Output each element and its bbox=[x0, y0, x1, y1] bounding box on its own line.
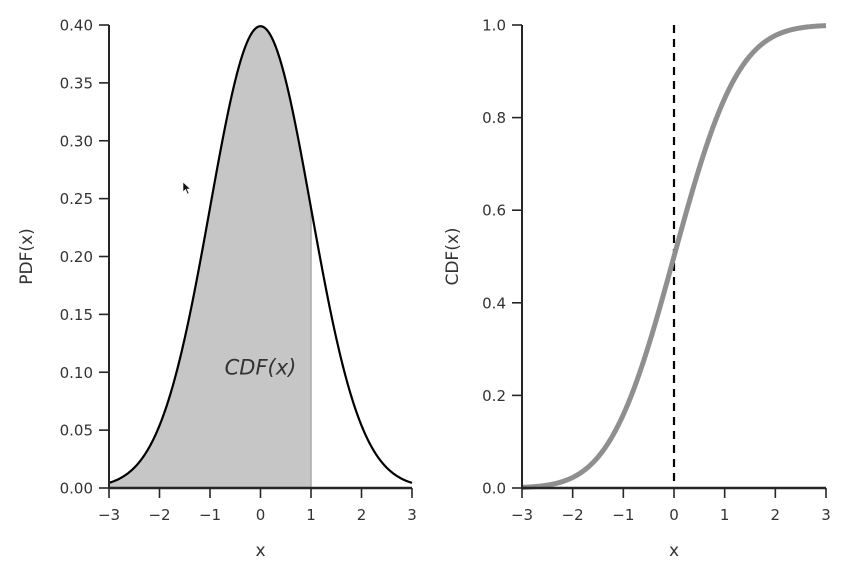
cdf-x-tick-label: −3 bbox=[511, 506, 533, 524]
cdf-y-tick-label: 0.6 bbox=[482, 202, 506, 220]
cdf-axes: −3 −2 −1 0 1 2 3 0.0 0.2 0.4 0.6 0.8 1.0 bbox=[482, 17, 831, 525]
cdf-y-tick-label: 0.0 bbox=[482, 480, 506, 498]
pdf-y-axis-label: PDF(x) bbox=[17, 228, 37, 284]
cdf-x-tick-label: −2 bbox=[562, 506, 584, 524]
pdf-x-tick-label: −3 bbox=[98, 506, 120, 524]
cdf-x-tick-label: 3 bbox=[821, 506, 831, 524]
cdf-x-tick-label: 0 bbox=[669, 506, 679, 524]
pdf-axes: −3 −2 −1 0 1 2 3 0.00 0.05 0.10 0.15 0.20 0.25 0.30 0.… bbox=[60, 17, 417, 525]
pdf-y-tick-label: 0.35 bbox=[60, 74, 93, 92]
pdf-x-tick-label: 2 bbox=[357, 506, 367, 524]
cdf-y-axis-label: CDF(x) bbox=[443, 227, 463, 285]
cdf-y-tick-label: 0.2 bbox=[482, 387, 506, 405]
pdf-x-tick-label: 3 bbox=[407, 506, 417, 524]
pdf-x-axis-label: x bbox=[255, 541, 265, 561]
pdf-x-tick-label: 1 bbox=[306, 506, 316, 524]
cdf-x-tick-label: 1 bbox=[720, 506, 730, 524]
cdf-y-tick-label: 0.4 bbox=[482, 294, 506, 312]
mouse-pointer-icon bbox=[182, 181, 192, 195]
cdf-y-tick-label: 0.8 bbox=[482, 109, 506, 127]
pdf-curve bbox=[108, 25, 413, 484]
pdf-y-tick-label: 0.00 bbox=[60, 480, 93, 498]
pdf-y-tick-label: 0.05 bbox=[60, 422, 93, 440]
pdf-x-tick-label: −1 bbox=[199, 506, 221, 524]
pdf-x-tick-label: −2 bbox=[148, 506, 170, 524]
pdf-y-tick-label: 0.25 bbox=[60, 190, 93, 208]
cdf-y-tick-label: 1.0 bbox=[482, 17, 506, 35]
pdf-y-tick-label: 0.30 bbox=[60, 132, 93, 150]
pdf-y-tick-label: 0.15 bbox=[60, 306, 93, 324]
cdf-curve bbox=[521, 23, 827, 490]
cdf-x-tick-label: 2 bbox=[771, 506, 781, 524]
pdf-y-tick-label: 0.40 bbox=[60, 17, 93, 35]
pdf-panel: −3 −2 −1 0 1 2 3 0.00 0.05 0.10 0.15 0.20 0.25 0.30 0.… bbox=[17, 17, 417, 562]
pdf-x-tick-label: 0 bbox=[256, 506, 266, 524]
cdf-x-tick-label: −1 bbox=[612, 506, 634, 524]
cdf-shaded-area bbox=[109, 26, 311, 488]
cdf-x-axis-label: x bbox=[669, 541, 679, 561]
cdf-panel: −3 −2 −1 0 1 2 3 0.0 0.2 0.4 0.6 0.8 1.0 x CDF(x) bbox=[443, 17, 831, 562]
pdf-y-tick-label: 0.10 bbox=[60, 364, 93, 382]
pdf-y-tick-label: 0.20 bbox=[60, 248, 93, 266]
cdf-annotation: CDF(x) bbox=[225, 355, 297, 379]
